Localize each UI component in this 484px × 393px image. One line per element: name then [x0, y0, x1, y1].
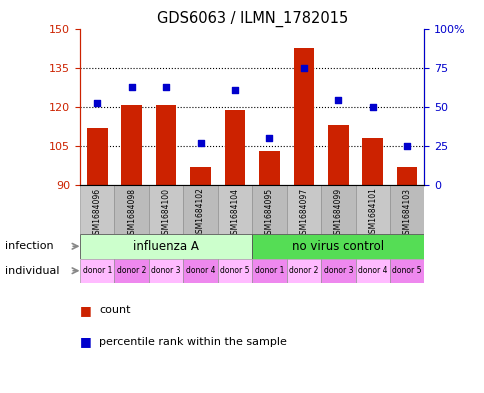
Text: GSM1684096: GSM1684096: [92, 187, 102, 239]
Text: donor 1: donor 1: [82, 266, 112, 275]
Bar: [327, 125, 348, 185]
Bar: [217, 185, 252, 234]
Text: count: count: [99, 305, 131, 316]
Bar: [252, 259, 286, 283]
Bar: [252, 234, 424, 259]
Point: [230, 87, 238, 93]
Text: GSM1684100: GSM1684100: [161, 187, 170, 239]
Text: no virus control: no virus control: [292, 240, 383, 253]
Bar: [293, 48, 314, 185]
Bar: [87, 128, 107, 185]
Text: donor 2: donor 2: [288, 266, 318, 275]
Point: [196, 140, 204, 146]
Text: GSM1684097: GSM1684097: [299, 187, 308, 239]
Bar: [121, 105, 142, 185]
Text: donor 2: donor 2: [117, 266, 146, 275]
Point: [368, 104, 376, 110]
Text: donor 3: donor 3: [151, 266, 181, 275]
Text: GSM1684102: GSM1684102: [196, 187, 205, 239]
Bar: [217, 259, 252, 283]
Bar: [286, 185, 320, 234]
Bar: [80, 234, 252, 259]
Text: donor 4: donor 4: [357, 266, 387, 275]
Bar: [183, 185, 217, 234]
Point: [93, 99, 101, 106]
Bar: [389, 259, 424, 283]
Bar: [355, 185, 389, 234]
Bar: [155, 105, 176, 185]
Point: [162, 84, 169, 90]
Text: GSM1684101: GSM1684101: [367, 187, 377, 239]
Bar: [389, 185, 424, 234]
Bar: [149, 185, 183, 234]
Text: donor 5: donor 5: [220, 266, 249, 275]
Bar: [114, 259, 149, 283]
Bar: [396, 167, 417, 185]
Bar: [190, 167, 211, 185]
Bar: [362, 138, 382, 185]
Text: donor 5: donor 5: [392, 266, 421, 275]
Bar: [224, 110, 245, 185]
Bar: [80, 259, 114, 283]
Bar: [258, 151, 279, 185]
Text: infection: infection: [5, 241, 53, 251]
Text: individual: individual: [5, 266, 59, 276]
Bar: [320, 185, 355, 234]
Point: [265, 135, 272, 141]
Point: [333, 96, 341, 103]
Text: GSM1684099: GSM1684099: [333, 187, 342, 239]
Text: ■: ■: [80, 335, 91, 349]
Text: donor 1: donor 1: [254, 266, 284, 275]
Bar: [355, 259, 389, 283]
Text: donor 3: donor 3: [323, 266, 352, 275]
Text: GSM1684103: GSM1684103: [402, 187, 411, 239]
Bar: [149, 259, 183, 283]
Bar: [320, 259, 355, 283]
Text: GSM1684095: GSM1684095: [264, 187, 273, 239]
Text: percentile rank within the sample: percentile rank within the sample: [99, 337, 287, 347]
Point: [299, 65, 307, 72]
Bar: [252, 185, 286, 234]
Bar: [286, 259, 320, 283]
Bar: [80, 185, 114, 234]
Title: GDS6063 / ILMN_1782015: GDS6063 / ILMN_1782015: [156, 11, 347, 27]
Text: ■: ■: [80, 304, 91, 317]
Text: GSM1684098: GSM1684098: [127, 187, 136, 239]
Bar: [114, 185, 149, 234]
Text: influenza A: influenza A: [133, 240, 198, 253]
Bar: [183, 259, 217, 283]
Text: donor 4: donor 4: [185, 266, 215, 275]
Text: GSM1684104: GSM1684104: [230, 187, 239, 239]
Point: [127, 84, 135, 90]
Point: [402, 143, 410, 149]
